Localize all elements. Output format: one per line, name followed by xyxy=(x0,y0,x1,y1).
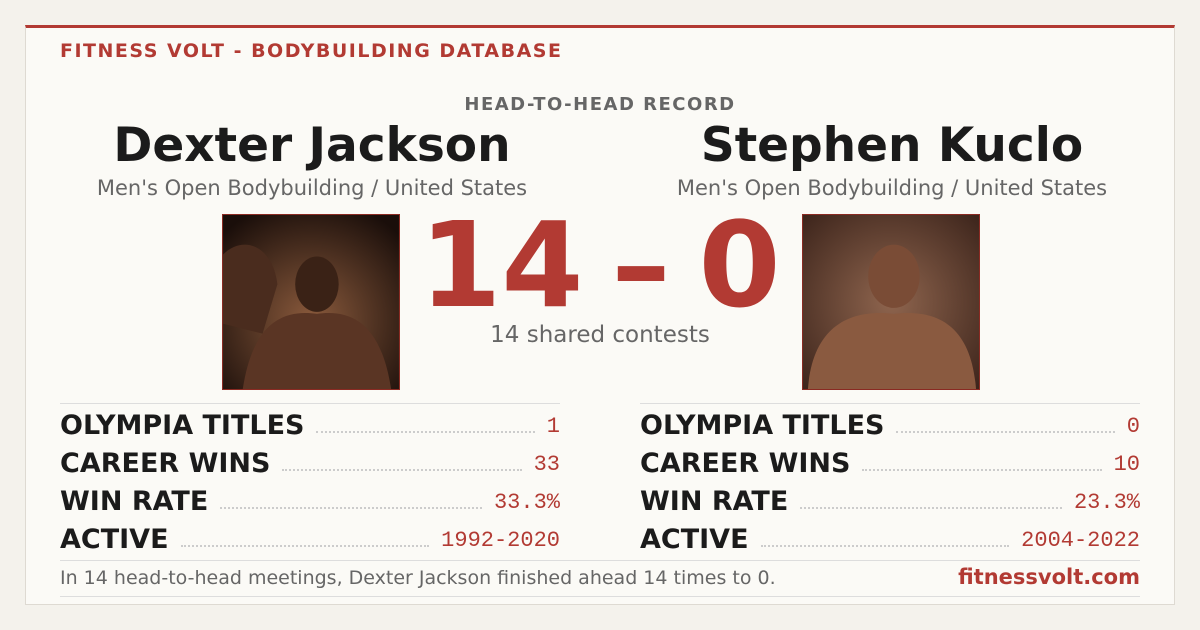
leader-dots xyxy=(760,545,1010,547)
stat-value: 0 xyxy=(1126,414,1140,439)
stat-value: 23.3% xyxy=(1073,490,1140,515)
stat-label: WIN RATE xyxy=(640,486,789,517)
stat-value: 33 xyxy=(533,452,560,477)
heading: HEAD-TO-HEAD RECORD xyxy=(464,94,736,115)
site-link[interactable]: fitnessvolt.com xyxy=(958,565,1140,589)
stat-row: WIN RATE 33.3% xyxy=(60,480,560,518)
athlete-photo xyxy=(802,214,980,390)
score: 14–0 xyxy=(0,196,1200,334)
score-left: 14 xyxy=(419,196,584,334)
stat-row: WIN RATE 23.3% xyxy=(640,480,1140,518)
stat-row: ACTIVE 1992-2020 xyxy=(60,518,560,556)
leader-dots xyxy=(282,469,522,471)
stat-value: 1 xyxy=(546,414,560,439)
stat-label: CAREER WINS xyxy=(640,448,851,479)
stats-table: OLYMPIA TITLES 1 CAREER WINS 33 WIN RATE 33.3… xyxy=(60,403,560,556)
stats-table: OLYMPIA TITLES 0 CAREER WINS 10 WIN RATE 23.3… xyxy=(640,403,1140,556)
stat-label: CAREER WINS xyxy=(60,448,271,479)
stat-label: WIN RATE xyxy=(60,486,209,517)
stat-value: 10 xyxy=(1113,452,1140,477)
stat-label: OLYMPIA TITLES xyxy=(60,410,305,441)
stat-row: ACTIVE 2004-2022 xyxy=(640,518,1140,556)
athlete-name: Dexter Jackson xyxy=(113,118,511,173)
brand: FITNESS VOLT - BODYBUILDING DATABASE xyxy=(60,40,563,62)
stat-row: CAREER WINS 10 xyxy=(640,442,1140,480)
leader-dots xyxy=(220,507,482,509)
divider xyxy=(60,596,1140,597)
shared-contests: 14 shared contests xyxy=(490,322,710,348)
stat-value: 1992-2020 xyxy=(441,528,560,553)
stat-row: OLYMPIA TITLES 1 xyxy=(60,404,560,442)
divider xyxy=(60,560,1140,561)
stat-value: 33.3% xyxy=(493,490,560,515)
stat-label: ACTIVE xyxy=(640,524,749,555)
leader-dots xyxy=(862,469,1102,471)
summary: In 14 head-to-head meetings, Dexter Jack… xyxy=(60,567,776,589)
score-separator: – xyxy=(611,196,671,334)
athlete-division: Men's Open Bodybuilding / United States xyxy=(96,176,528,200)
score-right: 0 xyxy=(698,196,781,334)
stat-label: ACTIVE xyxy=(60,524,169,555)
athlete-photo xyxy=(222,214,400,390)
stat-value: 2004-2022 xyxy=(1021,528,1140,553)
leader-dots xyxy=(896,431,1115,433)
leader-dots xyxy=(800,507,1062,509)
stat-row: OLYMPIA TITLES 0 xyxy=(640,404,1140,442)
stat-label: OLYMPIA TITLES xyxy=(640,410,885,441)
stat-row: CAREER WINS 33 xyxy=(60,442,560,480)
leader-dots xyxy=(180,545,430,547)
athlete-name: Stephen Kuclo xyxy=(700,118,1084,173)
athlete-division: Men's Open Bodybuilding / United States xyxy=(676,176,1108,200)
leader-dots xyxy=(316,431,535,433)
